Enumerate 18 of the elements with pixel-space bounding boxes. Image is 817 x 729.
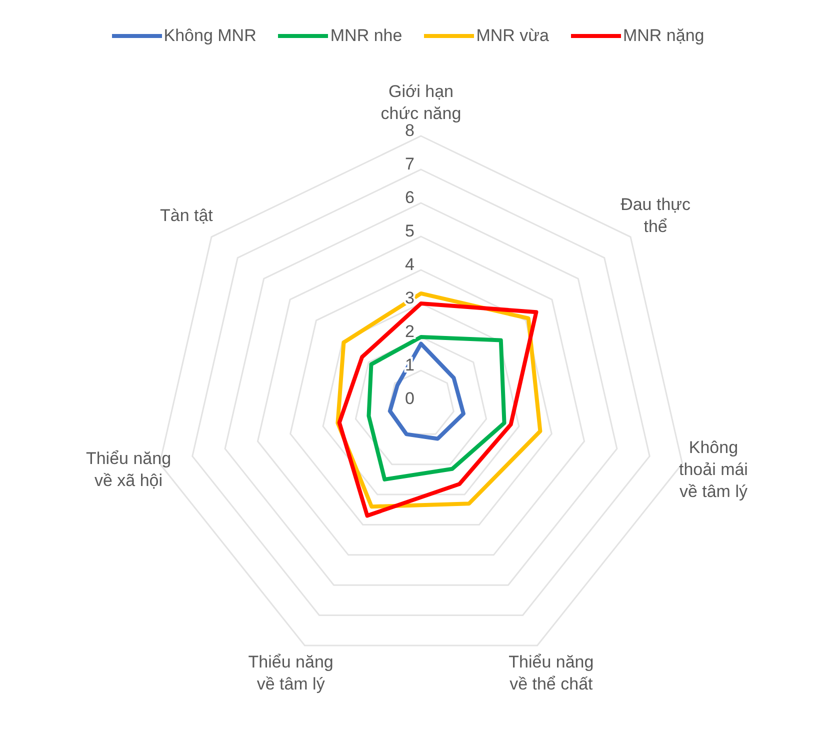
y-tick-label: 7: [405, 154, 414, 174]
legend-label: MNR vừa: [476, 26, 549, 46]
y-tick-label: 2: [405, 322, 414, 341]
y-tick-label: 6: [405, 188, 414, 207]
legend-label: MNR nặng: [622, 26, 704, 46]
spoke-label: Thiểu năng về thể chất: [508, 652, 594, 694]
y-tick-label: 5: [405, 222, 414, 240]
spoke-label: Thiểu năng về xã hội: [86, 449, 172, 490]
spoke-label: Tàn tật: [160, 206, 214, 226]
legend-label: Không MNR: [164, 26, 256, 46]
y-tick-label: 8: [405, 121, 414, 140]
y-tick-label: 0: [405, 389, 414, 408]
spoke-label: Thiểu năng về tâm lý: [248, 652, 334, 694]
spoke-label: Không thoải mái về tâm lý: [678, 438, 748, 502]
legend-label: MNR nhe: [330, 26, 402, 46]
spoke-label: Giới hạn chức năng: [380, 82, 462, 124]
spoke-label: Đau thực thể: [620, 195, 692, 236]
y-tick-label: 4: [405, 255, 414, 274]
